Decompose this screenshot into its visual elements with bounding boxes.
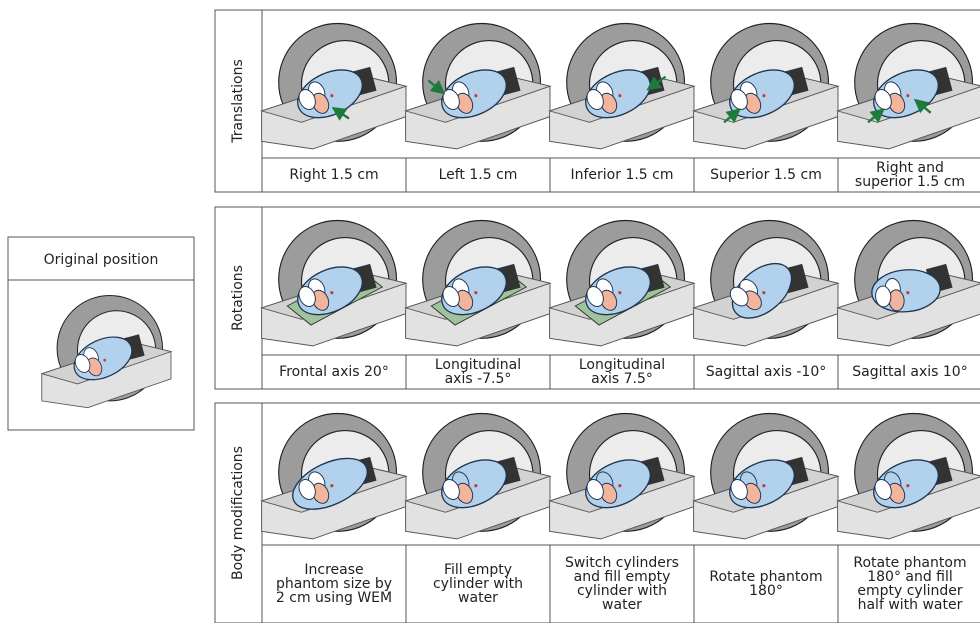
cell-label: water — [602, 597, 642, 613]
cell-label: Sagittal axis -10° — [706, 364, 827, 380]
scanner-icon — [262, 414, 406, 539]
cell-label: 2 cm using WEM — [276, 590, 392, 606]
marker — [330, 484, 333, 487]
cell-label: superior 1.5 cm — [855, 174, 965, 190]
cell-label: Frontal axis 20° — [279, 364, 389, 380]
group-label: Translations — [230, 59, 246, 144]
marker — [762, 484, 765, 487]
marker — [474, 94, 477, 97]
marker — [474, 291, 477, 294]
scanner-icon — [550, 23, 694, 148]
cell-label: Inferior 1.5 cm — [570, 167, 673, 183]
scanner-icon — [550, 414, 694, 539]
cell-label: Superior 1.5 cm — [710, 167, 822, 183]
marker — [906, 484, 909, 487]
group-label: Rotations — [230, 265, 246, 331]
scanner-icon — [262, 23, 406, 148]
marker — [618, 484, 621, 487]
scanner-icon — [694, 414, 838, 539]
scanner-icon — [694, 221, 838, 346]
cell-label: axis 7.5° — [591, 371, 653, 387]
marker — [762, 291, 765, 294]
figure: Original position Translations Right 1.5 … — [0, 0, 980, 623]
marker — [474, 484, 477, 487]
scanner-icon — [838, 23, 980, 148]
group-label: Body modifications — [230, 446, 246, 580]
marker — [330, 291, 333, 294]
cell-label: axis -7.5° — [445, 371, 512, 387]
cell-label: half with water — [858, 597, 963, 613]
scanner-icon — [406, 23, 550, 148]
scanner-icon — [838, 414, 980, 539]
scanner-icon — [550, 221, 694, 346]
cell-label: Sagittal axis 10° — [852, 364, 967, 380]
cell-label: Right 1.5 cm — [289, 167, 378, 183]
original-title: Original position — [44, 252, 159, 268]
scanner-icon — [262, 221, 406, 346]
marker — [762, 94, 765, 97]
marker — [618, 291, 621, 294]
scanner-icon — [838, 221, 980, 346]
marker — [906, 94, 909, 97]
marker — [906, 291, 909, 294]
cell-label: Left 1.5 cm — [439, 167, 518, 183]
marker — [618, 94, 621, 97]
cell-label: 180° — [749, 583, 783, 599]
marker — [103, 359, 106, 362]
cell-label: water — [458, 590, 498, 606]
scanner-icon — [406, 414, 550, 539]
scanner-icon — [406, 221, 550, 346]
marker — [330, 94, 333, 97]
scanner-icon — [694, 23, 838, 148]
